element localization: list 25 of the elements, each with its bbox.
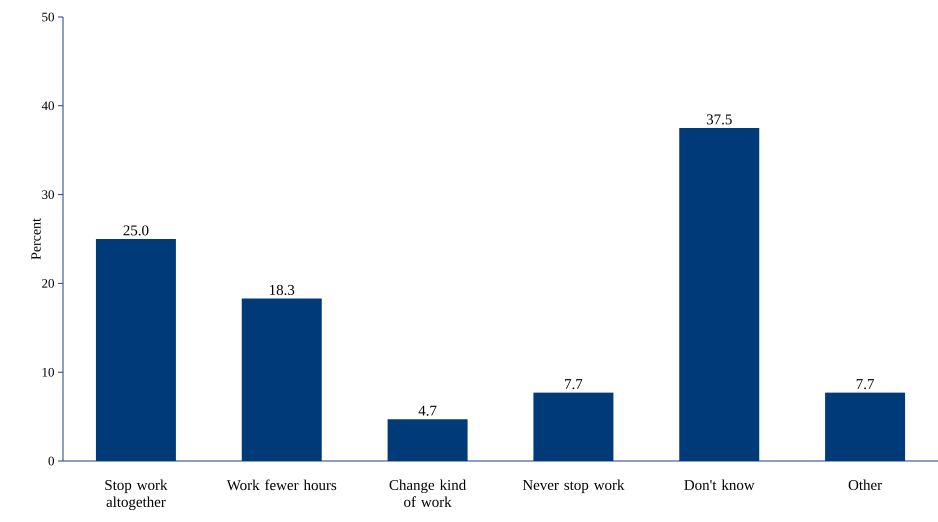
data-label: 7.7	[856, 379, 874, 390]
x-tick-label: Change kind of work	[390, 480, 466, 507]
data-label: 18.3	[270, 284, 294, 295]
y-tick-label: 40	[42, 101, 54, 110]
x-tick-label: Other	[848, 480, 882, 490]
bar	[679, 128, 760, 461]
x-tick-label: Work fewer hours	[226, 480, 336, 490]
data-label: 37.5	[706, 114, 732, 124]
bar	[825, 392, 906, 461]
y-tick-label: 10	[42, 368, 54, 377]
bar	[533, 392, 614, 461]
y-tick-label: 50	[42, 12, 54, 22]
y-axis-title: Percent	[31, 218, 41, 260]
data-label: 25.0	[123, 225, 148, 236]
x-tick-label: Never stop work	[522, 480, 624, 494]
y-tick-label: 0	[48, 456, 54, 466]
bar	[388, 419, 468, 461]
bar	[96, 238, 176, 461]
data-label: 4.7	[418, 406, 436, 416]
y-tick-label: 30	[42, 190, 54, 199]
bar	[242, 298, 322, 461]
x-tick-label: Don't know	[684, 480, 755, 490]
y-tick-label: 20	[42, 279, 54, 288]
data-label: 7.7	[565, 379, 582, 390]
x-tick-label: Stop work altogether	[105, 480, 168, 510]
